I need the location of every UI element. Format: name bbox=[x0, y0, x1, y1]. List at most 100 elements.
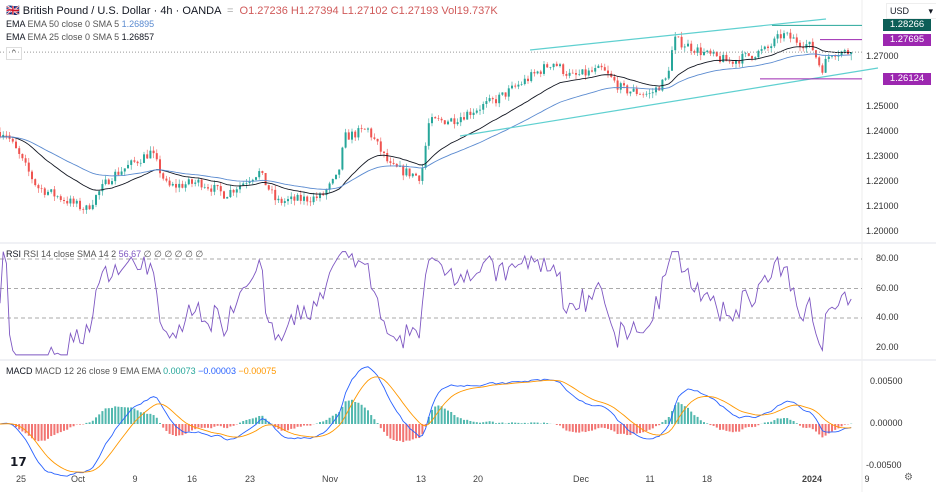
macd-histogram-bar bbox=[290, 424, 293, 429]
macd-histogram-bar bbox=[309, 424, 312, 426]
macd-histogram-bar bbox=[239, 422, 241, 424]
candle bbox=[840, 51, 843, 56]
macd-tick: 0.00500 bbox=[870, 376, 903, 386]
candle bbox=[210, 188, 213, 192]
macd-histogram-bar bbox=[40, 424, 43, 441]
macd-histogram-bar bbox=[18, 424, 21, 430]
candle bbox=[325, 189, 328, 196]
macd-histogram-bar bbox=[584, 424, 587, 433]
macd-histogram-bar bbox=[840, 424, 843, 427]
settings-icon[interactable]: ⚙ bbox=[904, 472, 913, 483]
candle bbox=[232, 189, 235, 193]
macd-histogram-bar bbox=[427, 416, 430, 424]
macd-value: −0.00003 bbox=[198, 366, 236, 376]
macd-histogram-bar bbox=[367, 410, 369, 424]
rsi-tick: 40.00 bbox=[876, 312, 899, 322]
macd-histogram-bar bbox=[415, 424, 417, 439]
macd-histogram-bar bbox=[555, 424, 558, 425]
macd-histogram-bar bbox=[693, 415, 696, 424]
macd-histogram-bar bbox=[456, 417, 459, 424]
candle bbox=[31, 171, 33, 180]
candle bbox=[162, 173, 165, 179]
candle bbox=[485, 101, 488, 104]
macd-histogram-bar bbox=[216, 424, 219, 426]
macd-histogram-bar bbox=[834, 424, 837, 430]
candle bbox=[642, 94, 645, 96]
candle bbox=[600, 65, 603, 68]
candle bbox=[319, 193, 321, 199]
rsi-legend[interactable]: RSI RSI 14 close SMA 14 2 56.67 ∅ ∅ ∅ ∅ … bbox=[6, 249, 204, 259]
candle bbox=[453, 118, 456, 125]
candle bbox=[738, 60, 741, 64]
macd-histogram-bar bbox=[463, 419, 465, 424]
candle bbox=[389, 161, 392, 163]
price-tick: 1.21000 bbox=[866, 201, 899, 211]
macd-histogram-bar bbox=[498, 422, 501, 424]
macd-histogram-bar bbox=[677, 402, 680, 424]
macd-histogram-bar bbox=[405, 424, 408, 441]
candle bbox=[200, 179, 203, 188]
candle bbox=[754, 57, 757, 59]
candle bbox=[703, 51, 705, 56]
candle bbox=[5, 134, 8, 136]
candle bbox=[421, 167, 424, 181]
candle bbox=[584, 69, 587, 76]
currency-select[interactable]: USD ▾ bbox=[886, 3, 936, 19]
macd-histogram-bar bbox=[479, 422, 481, 424]
candle bbox=[271, 189, 273, 191]
macd-histogram-bar bbox=[811, 424, 814, 430]
macd-histogram-bar bbox=[632, 424, 635, 434]
candle bbox=[431, 117, 433, 124]
macd-histogram-bar bbox=[792, 421, 795, 424]
macd-histogram-bar bbox=[450, 411, 453, 424]
ema25-legend[interactable]: EMA EMA 25 close 0 SMA 5 1.26857 bbox=[6, 32, 155, 42]
macd-histogram-bar bbox=[795, 423, 798, 424]
macd-histogram-bar bbox=[837, 424, 840, 429]
collapse-legend-button[interactable]: ⌃ bbox=[6, 47, 22, 60]
candle bbox=[418, 175, 421, 181]
price-tag: 1.28266 bbox=[883, 19, 931, 32]
macd-histogram-bar bbox=[85, 422, 88, 424]
macd-histogram-bar bbox=[511, 422, 513, 424]
macd-histogram-bar bbox=[328, 417, 331, 424]
rsi-tick: 80.00 bbox=[876, 253, 899, 263]
candle bbox=[773, 38, 776, 47]
time-tick: Oct bbox=[70, 474, 86, 484]
macd-histogram-bar bbox=[146, 413, 149, 424]
candle bbox=[43, 188, 46, 195]
candle bbox=[757, 50, 760, 58]
candle bbox=[821, 65, 824, 73]
candle bbox=[795, 37, 798, 43]
candle bbox=[24, 158, 27, 163]
macd-histogram-bar bbox=[341, 406, 344, 424]
tradingview-logo[interactable]: 𝟭𝟳 bbox=[10, 455, 27, 469]
macd-histogram-bar bbox=[114, 406, 117, 424]
price-tick: 1.24000 bbox=[866, 126, 899, 136]
candle bbox=[155, 153, 158, 160]
macd-histogram-bar bbox=[175, 424, 177, 437]
macd-histogram-bar bbox=[767, 422, 769, 424]
macd-histogram-bar bbox=[571, 424, 574, 432]
candle bbox=[751, 55, 753, 59]
macd-histogram-bar bbox=[783, 418, 785, 424]
candle bbox=[383, 151, 385, 153]
macd-histogram-bar bbox=[338, 412, 341, 424]
candle bbox=[184, 184, 187, 188]
candle bbox=[770, 46, 773, 49]
open: O1.27236 bbox=[239, 5, 288, 17]
macd-histogram-bar bbox=[437, 405, 440, 424]
macd-signal-value: −0.00075 bbox=[238, 366, 277, 376]
candle bbox=[719, 56, 721, 62]
macd-histogram-bar bbox=[219, 424, 222, 427]
macd-histogram-bar bbox=[136, 410, 139, 424]
ema50-legend[interactable]: EMA EMA 50 close 0 SMA 5 1.26895 bbox=[6, 19, 155, 29]
candle bbox=[725, 54, 728, 62]
macd-legend[interactable]: MACD MACD 12 26 close 9 EMA EMA 0.00073 … bbox=[6, 366, 277, 376]
candle bbox=[82, 209, 85, 210]
candle bbox=[213, 184, 216, 192]
candle bbox=[786, 32, 789, 34]
price-tick: 1.27000 bbox=[866, 51, 899, 61]
macd-histogram-bar bbox=[530, 422, 533, 424]
candle bbox=[581, 69, 584, 75]
